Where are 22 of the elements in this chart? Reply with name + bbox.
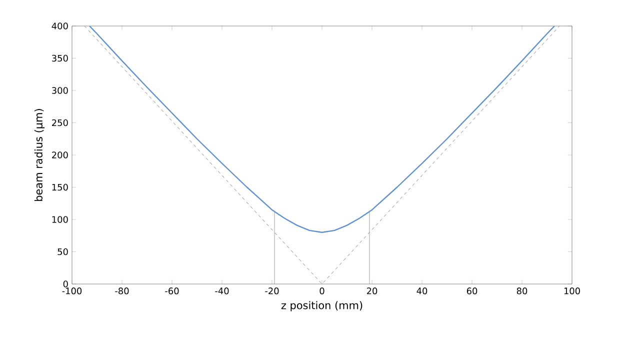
- x-tick-label: -60: [165, 288, 179, 294]
- y-tick-label: 150: [52, 184, 68, 191]
- y-axis-title: beam radius (µm): [34, 109, 45, 201]
- x-tick-label: 0: [320, 288, 324, 294]
- y-tick-label: 50: [58, 248, 68, 256]
- y-tick-label: 400: [52, 22, 68, 30]
- x-tick-label: 100: [564, 288, 580, 294]
- x-tick-label: 40: [416, 288, 428, 294]
- y-tick-label: 250: [52, 119, 68, 126]
- x-tick-label: 80: [516, 288, 528, 294]
- y-tick-label: 100: [52, 216, 68, 223]
- y-tick-label: 0: [63, 280, 68, 288]
- x-tick-label: -20: [265, 288, 279, 294]
- x-tick-label: 60: [466, 288, 478, 294]
- y-tick-label: 200: [52, 152, 68, 158]
- x-tick-label: 20: [366, 288, 378, 294]
- x-axis-title: z position (mm): [281, 301, 362, 312]
- x-tick-label: -80: [115, 288, 129, 294]
- x-tick-label: -100: [62, 288, 82, 294]
- y-tick-label: 350: [52, 54, 68, 62]
- x-tick-label: -40: [215, 288, 229, 294]
- y-tick-label: 300: [52, 87, 68, 94]
